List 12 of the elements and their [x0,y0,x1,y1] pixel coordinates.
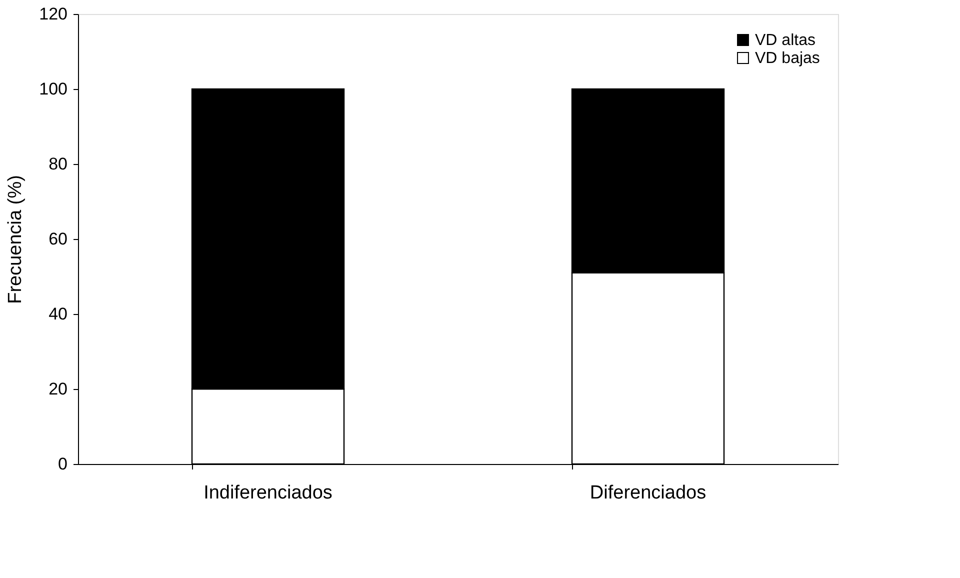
y-tick-label: 120 [39,4,68,24]
y-tick-label: 20 [48,380,68,398]
legend-label: VD bajas [755,50,820,67]
y-tick-label: 60 [48,230,68,248]
y-tick-label: 100 [39,80,68,98]
legend-label: VD altas [755,32,816,49]
x-tick-label: Diferenciados [590,482,706,504]
y-tick-label: 0 [58,454,68,474]
y-tick-label: 80 [48,154,68,174]
y-tick-label: 40 [48,304,68,324]
x-tick-label: Indiferenciados [204,482,332,504]
y-axis-title: Frecuencia (%) [5,175,26,304]
